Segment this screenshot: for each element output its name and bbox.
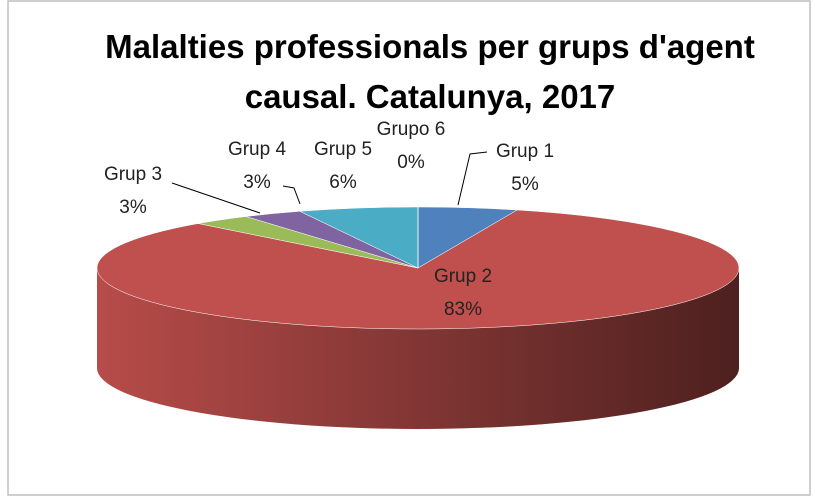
- data-label-value: 5%: [511, 174, 539, 195]
- data-label-value: 3%: [119, 197, 147, 218]
- data-label-value: 6%: [329, 172, 357, 193]
- leader-line: [282, 185, 301, 205]
- pie-slice: [96, 209, 740, 330]
- data-label-category: Grup 3: [104, 164, 162, 185]
- pie-side-shade: [97, 268, 739, 429]
- chart-border: [7, 0, 811, 496]
- data-label-category: Grup 4: [228, 139, 287, 160]
- leader-line: [457, 151, 488, 206]
- chart-title: Malalties professionals per grups d'agen…: [105, 28, 755, 115]
- data-label-category: Grup 1: [496, 141, 554, 162]
- data-label-value: 3%: [243, 172, 271, 193]
- data-label-value: 0%: [397, 152, 425, 173]
- pie-slice: [298, 206, 419, 269]
- data-label-category: Grupo 6: [377, 119, 446, 140]
- data-label-category: Grup 2: [434, 266, 492, 287]
- data-label-category: Grup 5: [314, 139, 372, 160]
- data-label-value: 83%: [444, 299, 482, 320]
- leader-line: [171, 182, 261, 214]
